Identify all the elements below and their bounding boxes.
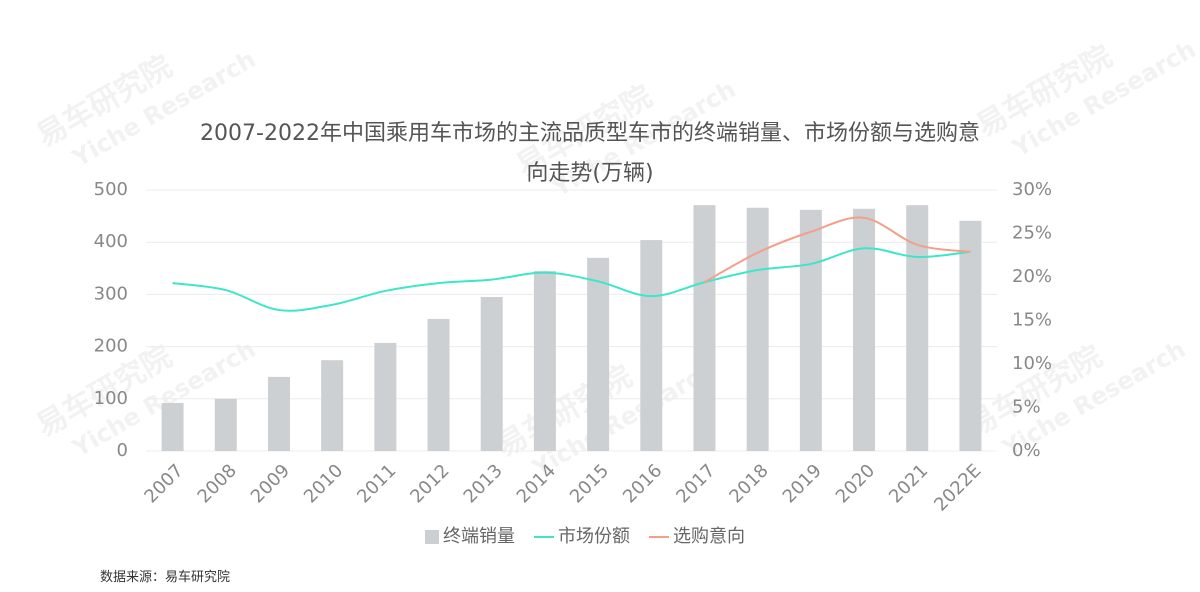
legend-label: 选购意向 <box>673 526 745 547</box>
bar <box>533 270 556 451</box>
chart-title: 2007-2022年中国乘用车市场的主流品质型车市的终端销量、市场份额与选购意向… <box>200 121 980 186</box>
bar <box>214 398 237 451</box>
bar <box>906 205 929 451</box>
x-tick-label: 2008 <box>194 460 241 507</box>
bar <box>799 209 822 451</box>
x-tick-label: 2015 <box>566 460 613 507</box>
bar <box>640 240 663 451</box>
y-tick-label: 0 <box>117 440 128 461</box>
x-tick-label: 2016 <box>619 460 666 507</box>
y2-tick-label: 15% <box>1012 310 1052 331</box>
bar <box>853 208 876 451</box>
bar <box>959 220 982 451</box>
bar <box>374 342 397 451</box>
line <box>172 247 971 312</box>
y-tick-label: 400 <box>94 231 128 252</box>
line <box>703 216 971 284</box>
source-note: 数据来源：易车研究院 <box>100 570 231 585</box>
bar <box>746 207 769 451</box>
bar <box>427 318 450 451</box>
x-tick-label: 2010 <box>300 460 347 507</box>
legend-label: 市场份额 <box>558 526 630 547</box>
x-tick-label: 2022E <box>930 460 985 515</box>
bar <box>321 360 344 451</box>
x-tick-label: 2019 <box>779 460 826 507</box>
bar <box>267 376 290 451</box>
bar <box>587 257 610 451</box>
y2-tick-label: 20% <box>1012 266 1052 287</box>
x-tick-label: 2021 <box>885 460 932 507</box>
bar <box>161 402 184 451</box>
bar <box>693 205 716 451</box>
y2-tick-label: 30% <box>1012 179 1052 200</box>
x-tick-label: 2011 <box>353 460 400 507</box>
x-tick-label: 2007 <box>140 460 187 507</box>
legend-swatch <box>425 530 439 544</box>
y-tick-label: 100 <box>94 388 128 409</box>
x-tick-label: 2017 <box>672 460 719 507</box>
x-tick-label: 2009 <box>247 460 294 507</box>
bar <box>480 297 503 451</box>
x-tick-label: 2013 <box>460 460 507 507</box>
y2-tick-label: 10% <box>1012 353 1052 374</box>
legend-label: 终端销量 <box>443 526 515 547</box>
y-tick-label: 300 <box>94 283 128 304</box>
y2-tick-label: 0% <box>1012 440 1041 461</box>
y2-tick-label: 25% <box>1012 223 1052 244</box>
x-tick-label: 2020 <box>832 460 879 507</box>
x-tick-label: 2012 <box>406 460 453 507</box>
y-tick-label: 200 <box>94 336 128 357</box>
y-tick-label: 500 <box>94 179 128 200</box>
y2-tick-label: 5% <box>1012 397 1041 418</box>
x-tick-label: 2018 <box>725 460 772 507</box>
